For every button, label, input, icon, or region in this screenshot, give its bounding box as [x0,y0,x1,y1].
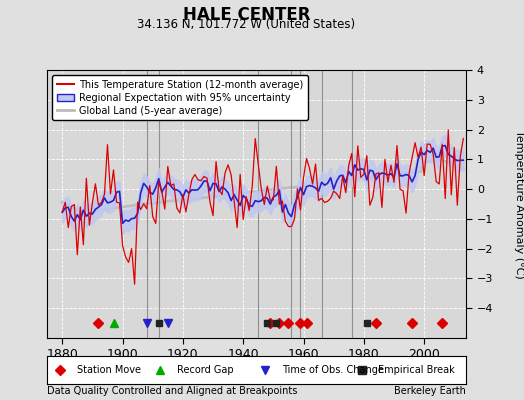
Text: Data Quality Controlled and Aligned at Breakpoints: Data Quality Controlled and Aligned at B… [47,386,298,396]
Text: 34.136 N, 101.772 W (United States): 34.136 N, 101.772 W (United States) [137,18,355,31]
Y-axis label: Temperature Anomaly (°C): Temperature Anomaly (°C) [514,130,524,278]
Text: Record Gap: Record Gap [177,365,234,375]
Text: HALE CENTER: HALE CENTER [182,6,310,24]
Text: Berkeley Earth: Berkeley Earth [395,386,466,396]
Text: Empirical Break: Empirical Break [378,365,455,375]
Text: Station Move: Station Move [77,365,140,375]
Legend: This Temperature Station (12-month average), Regional Expectation with 95% uncer: This Temperature Station (12-month avera… [52,75,308,120]
Text: Time of Obs. Change: Time of Obs. Change [282,365,384,375]
